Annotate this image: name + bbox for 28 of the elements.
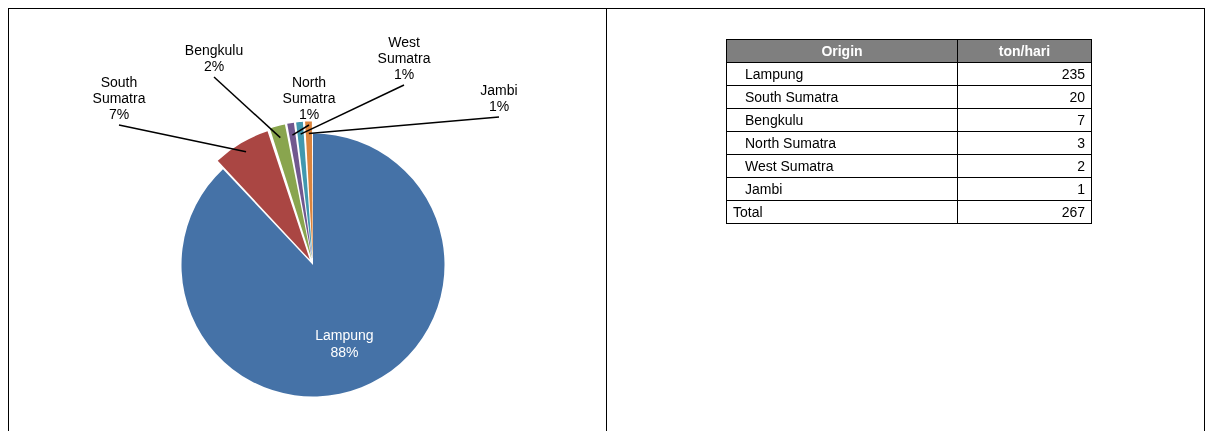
data-label: 2% [203,57,225,74]
slice-label: Bengkulu [184,41,244,58]
category-label: North Sumatra [726,131,958,155]
data-label: 7% [108,105,130,122]
data-label: 1 [957,177,1092,201]
category-label: South Sumatra [726,85,958,109]
slice-label: Lampung [315,326,374,343]
data-label: 20 [957,85,1092,109]
category-label: Jambi [726,177,958,201]
text: Origin [726,39,958,63]
category-label: West Sumatra [726,154,958,178]
data-label: 2 [957,154,1092,178]
category-label: Lampung [726,62,958,86]
category-label: Bengkulu [726,108,958,132]
text: Total [726,200,958,224]
text: 267 [1061,204,1085,220]
data-label: 88% [330,343,359,360]
slice-label: South Sumatra [92,73,146,106]
data-label: 1% [393,65,415,82]
slice-label: West Sumatra [377,33,431,66]
slice-label: Jambi [480,81,518,98]
text: ton/hari [957,39,1092,63]
data-label: 7 [957,108,1092,132]
data-label: 235 [957,62,1092,86]
data-label: 1% [298,105,320,122]
data-label: 3 [957,131,1092,155]
data-label: 1% [488,97,510,114]
slice-label: North Sumatra [282,73,336,106]
